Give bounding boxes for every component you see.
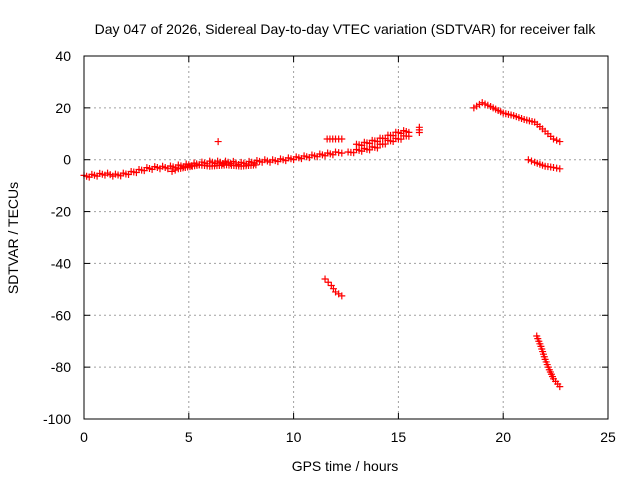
- x-tick-label: 5: [185, 429, 193, 445]
- x-tick-label: 15: [391, 429, 407, 445]
- grid-lines: [84, 56, 608, 419]
- data-point: [171, 166, 179, 174]
- data-point: [556, 383, 564, 391]
- data-point: [168, 167, 176, 175]
- data-point: [524, 156, 532, 164]
- y-tick-label: -80: [51, 359, 71, 375]
- series-evening-arc: [470, 99, 564, 146]
- y-axis-label: SDTVAR / TECUs: [5, 182, 21, 294]
- data-point: [373, 144, 381, 152]
- data-point: [405, 128, 413, 136]
- data-point: [214, 138, 222, 146]
- y-tick-label: 0: [63, 152, 71, 168]
- data-point: [550, 135, 558, 143]
- data-point: [252, 161, 260, 169]
- y-tick-label: -100: [43, 411, 71, 427]
- y-tick-label: -40: [51, 255, 71, 271]
- data-point: [324, 278, 332, 286]
- data-point: [550, 163, 558, 171]
- series-late-drop: [533, 332, 564, 391]
- plot-frame: [83, 55, 609, 420]
- data-point: [338, 149, 346, 157]
- data-point: [553, 136, 561, 144]
- y-tick-label: -20: [51, 204, 71, 220]
- data-point: [415, 123, 423, 131]
- data-point: [321, 275, 329, 283]
- series-band-13-15-upper: [352, 127, 413, 149]
- series-main-band: [80, 148, 346, 181]
- data-point: [553, 164, 561, 172]
- series-dip-cluster: [168, 161, 260, 175]
- x-tick-label: 20: [495, 429, 511, 445]
- data-point: [338, 292, 346, 300]
- data-points: [80, 99, 564, 391]
- data-point: [556, 165, 564, 173]
- axis-ticks: 0 5 10 15 20 25 -100 -80 -60 -40 -20 0 20 40: [43, 48, 616, 445]
- series-outliers: [214, 123, 423, 146]
- data-point: [527, 157, 535, 165]
- x-tick-label: 10: [286, 429, 302, 445]
- data-point: [338, 135, 346, 143]
- series-noon-drop: [321, 275, 346, 300]
- chart-title: Day 047 of 2026, Sidereal Day-to-day VTE…: [95, 21, 597, 37]
- y-tick-label: 40: [55, 48, 71, 64]
- x-tick-label: 0: [80, 429, 88, 445]
- y-tick-label: 20: [55, 100, 71, 116]
- y-tick-label: -60: [51, 307, 71, 323]
- x-tick-label: 25: [600, 429, 616, 445]
- data-point: [556, 138, 564, 146]
- series-evening-short: [524, 156, 564, 173]
- x-axis-label: GPS time / hours: [292, 458, 399, 474]
